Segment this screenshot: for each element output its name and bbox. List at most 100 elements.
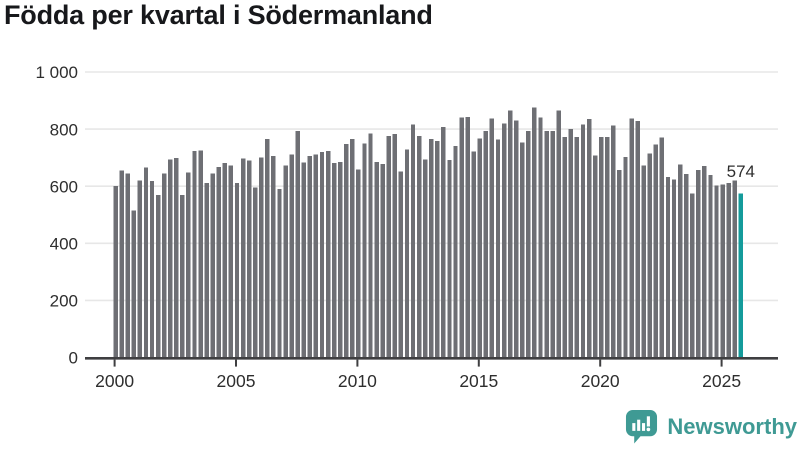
bar: [143, 167, 149, 358]
bar: [635, 121, 640, 358]
bar: [520, 142, 525, 358]
bar: [586, 119, 592, 358]
x-tick-label: 2025: [702, 371, 741, 391]
bar: [301, 162, 306, 358]
logo-bubble-shape: [626, 410, 658, 444]
bar: [271, 155, 276, 358]
bar: [186, 172, 191, 358]
x-tick-label: 2010: [338, 371, 377, 391]
bar: [222, 163, 228, 358]
bar: [374, 161, 379, 358]
x-tick-label: 2005: [217, 371, 256, 391]
bar: [677, 164, 683, 358]
bar: [240, 158, 246, 358]
bar: [447, 160, 452, 358]
y-tick-label: 400: [50, 235, 78, 254]
bar: [708, 175, 713, 358]
bar: [599, 136, 604, 358]
bar: [204, 183, 209, 358]
bar: [410, 124, 416, 358]
bar: [714, 185, 719, 358]
bar: [319, 152, 325, 358]
y-tick-label: 200: [50, 292, 78, 311]
bar: [544, 131, 549, 358]
bar: [592, 155, 598, 358]
bar: [556, 110, 561, 358]
bar: [671, 179, 677, 358]
bar: [617, 170, 622, 358]
bar: [337, 161, 343, 358]
bar: [659, 137, 665, 358]
bar: [696, 170, 701, 358]
bar: [404, 149, 410, 358]
bar: [113, 186, 118, 358]
chart-title: Födda per kvartal i Södermanland: [4, 0, 433, 30]
bar: [422, 159, 428, 358]
bar: [665, 177, 671, 358]
bar: [507, 110, 513, 358]
bar: [192, 150, 197, 358]
bar: [313, 154, 319, 358]
bar: [647, 153, 652, 358]
x-tick-label: 2020: [581, 371, 620, 391]
bar: [526, 130, 531, 358]
bar: [380, 164, 385, 358]
y-tick-label: 0: [69, 349, 78, 368]
bar: [653, 144, 659, 358]
bar: [331, 163, 337, 358]
bar: [234, 182, 240, 358]
bar: [568, 129, 574, 358]
x-tick-label: 2015: [459, 371, 498, 391]
bar: [259, 157, 264, 358]
bar: [611, 125, 616, 358]
bar: [574, 137, 580, 358]
bar: [683, 173, 689, 358]
bar: [283, 165, 288, 358]
bar: [392, 133, 398, 358]
brand-footer: Newsworthy: [625, 409, 797, 444]
bar: [398, 171, 404, 358]
bar: [368, 133, 373, 358]
bar: [514, 120, 519, 358]
bar: [605, 136, 610, 358]
brand-name: Newsworthy: [667, 413, 797, 439]
bar: [562, 136, 567, 358]
bar: [453, 145, 458, 358]
bar: [495, 139, 501, 358]
bar: [489, 118, 495, 358]
bar: [501, 123, 507, 358]
bar: [702, 166, 707, 358]
bar: [629, 118, 634, 358]
bar: [641, 165, 646, 358]
bar: [210, 173, 215, 358]
bar: [362, 143, 367, 358]
bar: [471, 151, 476, 358]
bar: [137, 180, 143, 358]
y-tick-label: 800: [50, 120, 78, 139]
bar: [344, 144, 349, 358]
bar: [131, 210, 137, 358]
bar: [459, 117, 464, 358]
bar: [550, 130, 555, 358]
bar: [253, 187, 258, 358]
last-value-label: 574: [727, 162, 755, 181]
bar: [483, 131, 489, 358]
bar: [532, 107, 537, 358]
highlighted-bar: [738, 193, 744, 358]
bar: [119, 170, 124, 358]
bar: [416, 135, 422, 358]
bar: [174, 157, 179, 358]
newsworthy-logo-icon: [626, 410, 658, 444]
bar: [690, 193, 695, 358]
x-tick-label: 2000: [95, 371, 134, 391]
bar: [325, 151, 331, 358]
bar: [161, 173, 167, 358]
bar: [295, 130, 300, 358]
bar: [720, 184, 725, 358]
bar: [180, 194, 185, 358]
bar: [155, 194, 161, 358]
bar: [356, 169, 361, 358]
bar: [307, 156, 313, 358]
bar: [386, 136, 391, 358]
